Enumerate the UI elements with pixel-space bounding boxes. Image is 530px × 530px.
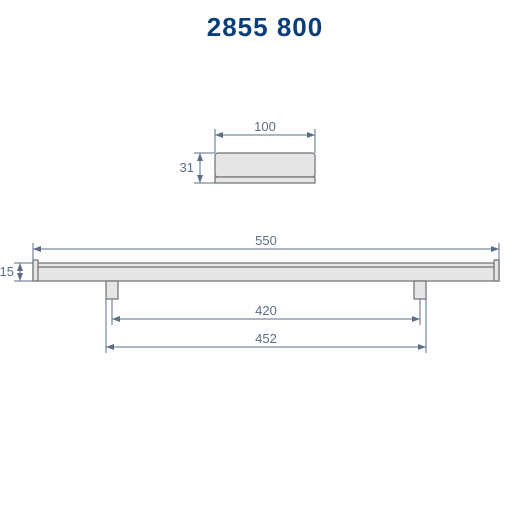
part-number-title: 2855 800: [0, 0, 530, 43]
svg-text:100: 100: [254, 119, 276, 134]
technical-drawing: 100 31 550 15 420 452: [0, 43, 530, 513]
svg-text:452: 452: [255, 331, 277, 346]
svg-text:550: 550: [255, 233, 277, 248]
svg-text:15: 15: [0, 264, 14, 279]
svg-text:420: 420: [255, 303, 277, 318]
svg-text:31: 31: [180, 160, 194, 175]
